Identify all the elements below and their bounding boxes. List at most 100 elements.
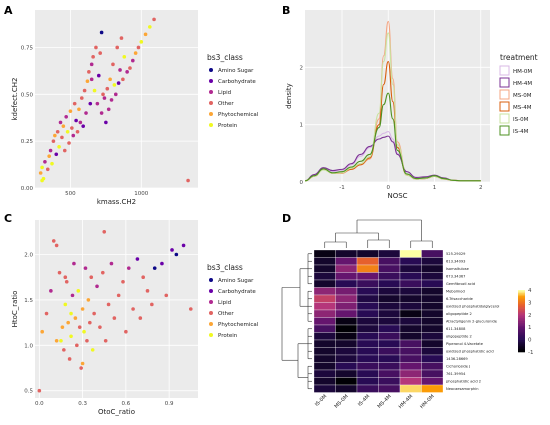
panel-c-legend-swatch xyxy=(209,289,213,293)
panel-a-point xyxy=(111,62,115,67)
panel-a-point xyxy=(77,107,81,112)
heatmap-row-label: 6-Trisaccharide xyxy=(446,297,474,301)
heatmap-row-label: 611.34808 xyxy=(446,327,466,331)
heatmap-cell xyxy=(399,302,422,311)
heatmap-cell xyxy=(399,249,422,258)
heatmap-cell xyxy=(313,347,336,356)
panel-a-y-tick-label: 0.25 xyxy=(21,139,34,145)
heatmap-cell xyxy=(399,272,422,281)
panel-a-point xyxy=(91,55,95,59)
heatmap-cell xyxy=(378,272,401,281)
panel-a-point xyxy=(99,30,104,35)
panel-c-point xyxy=(70,293,75,298)
panel-a-point xyxy=(96,73,101,78)
panel-a-point xyxy=(112,83,117,87)
panel-a-point xyxy=(115,45,120,50)
panel-a-point xyxy=(65,129,70,134)
panel-a-legend-swatch xyxy=(209,101,213,105)
panel-c-point xyxy=(63,275,68,280)
heatmap-cell xyxy=(335,302,358,311)
panel-a-point xyxy=(67,141,71,145)
heatmap-cell xyxy=(356,249,379,258)
panel-c-legend-swatch xyxy=(209,278,213,282)
panel-b-y-tick-label: 1 xyxy=(300,123,304,129)
panel-a-point xyxy=(125,70,129,74)
heatmap-cell xyxy=(421,287,444,296)
colorbar-segment xyxy=(518,308,525,311)
panel-c-legend-swatch xyxy=(209,311,213,315)
heatmap-row-label: Neocaesamorphin xyxy=(446,387,479,391)
heatmap-cell xyxy=(335,264,358,273)
panel-a-point xyxy=(57,144,61,149)
panel-c-point xyxy=(152,266,157,270)
panel-a-point xyxy=(54,152,59,157)
panel-b-y-tick-label: 2 xyxy=(300,65,304,71)
heatmap-cell xyxy=(313,309,336,318)
panel-c-y-tick-label: 1.0 xyxy=(24,343,33,349)
heatmap-cell xyxy=(378,317,401,326)
panel-a-point xyxy=(78,120,83,125)
heatmap-cell xyxy=(399,279,422,288)
colorbar-segment xyxy=(518,293,525,295)
panel-a-point xyxy=(133,51,138,55)
panel-c-point xyxy=(62,348,66,352)
colorbar-segment xyxy=(518,336,525,339)
panel-c-point xyxy=(141,275,145,280)
heatmap-row-label: Isomaltulose xyxy=(446,267,470,271)
panel-d-letter: D xyxy=(282,212,291,225)
heatmap-cell xyxy=(313,272,336,281)
panel-a-point xyxy=(94,45,98,50)
panel-a-point xyxy=(87,70,91,74)
panel-a-legend-swatch xyxy=(209,112,213,116)
panel-a-point xyxy=(121,77,125,82)
panel-a-point xyxy=(79,96,84,100)
heatmap-row-label: 613.34093 xyxy=(446,260,465,264)
colorbar-segment xyxy=(518,307,525,309)
colorbar-segment xyxy=(518,316,525,319)
heatmap-row-label: oxidized phosphatidic acid xyxy=(446,350,494,354)
panel-a-point xyxy=(118,68,122,72)
panel-a-legend-swatch xyxy=(209,79,213,83)
panel-c-point xyxy=(181,243,186,248)
panel-c-x-axis-title: OtoC_ratio xyxy=(98,408,135,416)
heatmap-row-label: phosphatidic acid 2 xyxy=(446,380,481,384)
colorbar-segment xyxy=(518,300,525,303)
panel-a-point xyxy=(106,107,111,112)
panel-a-legend-label: Phytochemical xyxy=(218,112,259,118)
panel-a-point xyxy=(71,133,76,138)
colorbar-segment xyxy=(518,338,525,340)
heatmap-cell xyxy=(399,324,422,333)
panel-c-point xyxy=(83,266,88,270)
panel-c-point xyxy=(80,361,85,366)
panel-b-series-line xyxy=(304,92,481,182)
heatmap-cell xyxy=(313,294,336,303)
panel-c-point xyxy=(138,316,143,320)
heatmap-cell xyxy=(356,354,379,363)
panel-c-point xyxy=(44,311,49,316)
heatmap-cell xyxy=(421,279,444,288)
heatmap-cell xyxy=(356,384,379,393)
heatmap-cell xyxy=(335,332,358,341)
heatmap-cell xyxy=(356,287,379,296)
panel-c-point xyxy=(37,388,42,393)
panel-b-legend-swatch xyxy=(499,89,510,100)
heatmap-cell xyxy=(378,264,401,273)
heatmap-row-label: Piperonol 4-Vacetate xyxy=(446,342,484,346)
heatmap-row-label: oxidized phosphatidylglycerol xyxy=(446,305,499,309)
panel-a-point xyxy=(43,159,47,164)
panel-c-point xyxy=(72,261,76,266)
panel-a-x-tick-label: 500 xyxy=(65,191,76,197)
heatmap-column-label: MS-0M xyxy=(334,394,350,410)
heatmap-cell xyxy=(421,272,444,281)
panel-c-y-tick-label: 2.0 xyxy=(24,253,33,259)
heatmap-cell xyxy=(378,332,401,341)
panel-c-point xyxy=(67,357,72,361)
panel-b-letter: B xyxy=(282,4,290,17)
panel-a-point xyxy=(75,129,80,134)
panel-c-point xyxy=(164,293,169,298)
heatmap-cell xyxy=(421,294,444,303)
heatmap-cell xyxy=(356,309,379,318)
heatmap-cell xyxy=(421,369,444,378)
panel-c-point xyxy=(124,329,128,334)
